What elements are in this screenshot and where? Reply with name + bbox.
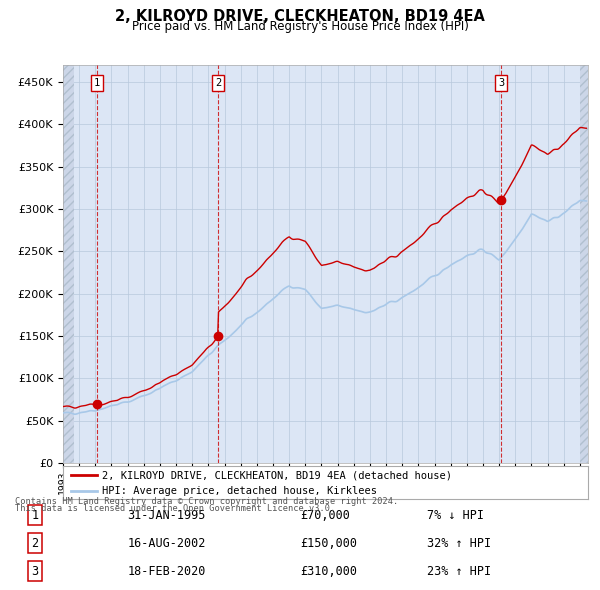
- Text: HPI: Average price, detached house, Kirklees: HPI: Average price, detached house, Kirk…: [103, 486, 377, 496]
- Text: 1: 1: [94, 78, 100, 88]
- Text: 2, KILROYD DRIVE, CLECKHEATON, BD19 4EA (detached house): 2, KILROYD DRIVE, CLECKHEATON, BD19 4EA …: [103, 470, 452, 480]
- Text: 23% ↑ HPI: 23% ↑ HPI: [427, 565, 491, 578]
- Text: 18-FEB-2020: 18-FEB-2020: [127, 565, 206, 578]
- Bar: [580, 65, 588, 463]
- Text: This data is licensed under the Open Government Licence v3.0.: This data is licensed under the Open Gov…: [15, 504, 335, 513]
- Text: 1: 1: [31, 509, 38, 522]
- Text: 3: 3: [498, 78, 504, 88]
- Text: 2: 2: [215, 78, 221, 88]
- Bar: [63, 65, 74, 463]
- Text: 3: 3: [31, 565, 38, 578]
- Text: 31-JAN-1995: 31-JAN-1995: [127, 509, 206, 522]
- Text: £310,000: £310,000: [300, 565, 357, 578]
- Text: Price paid vs. HM Land Registry's House Price Index (HPI): Price paid vs. HM Land Registry's House …: [131, 20, 469, 33]
- Text: 2, KILROYD DRIVE, CLECKHEATON, BD19 4EA: 2, KILROYD DRIVE, CLECKHEATON, BD19 4EA: [115, 9, 485, 24]
- Text: 16-AUG-2002: 16-AUG-2002: [127, 537, 206, 550]
- Text: £70,000: £70,000: [300, 509, 350, 522]
- Text: 32% ↑ HPI: 32% ↑ HPI: [427, 537, 491, 550]
- Text: £150,000: £150,000: [300, 537, 357, 550]
- Text: Contains HM Land Registry data © Crown copyright and database right 2024.: Contains HM Land Registry data © Crown c…: [15, 497, 398, 506]
- Text: 7% ↓ HPI: 7% ↓ HPI: [427, 509, 484, 522]
- Text: 2: 2: [31, 537, 38, 550]
